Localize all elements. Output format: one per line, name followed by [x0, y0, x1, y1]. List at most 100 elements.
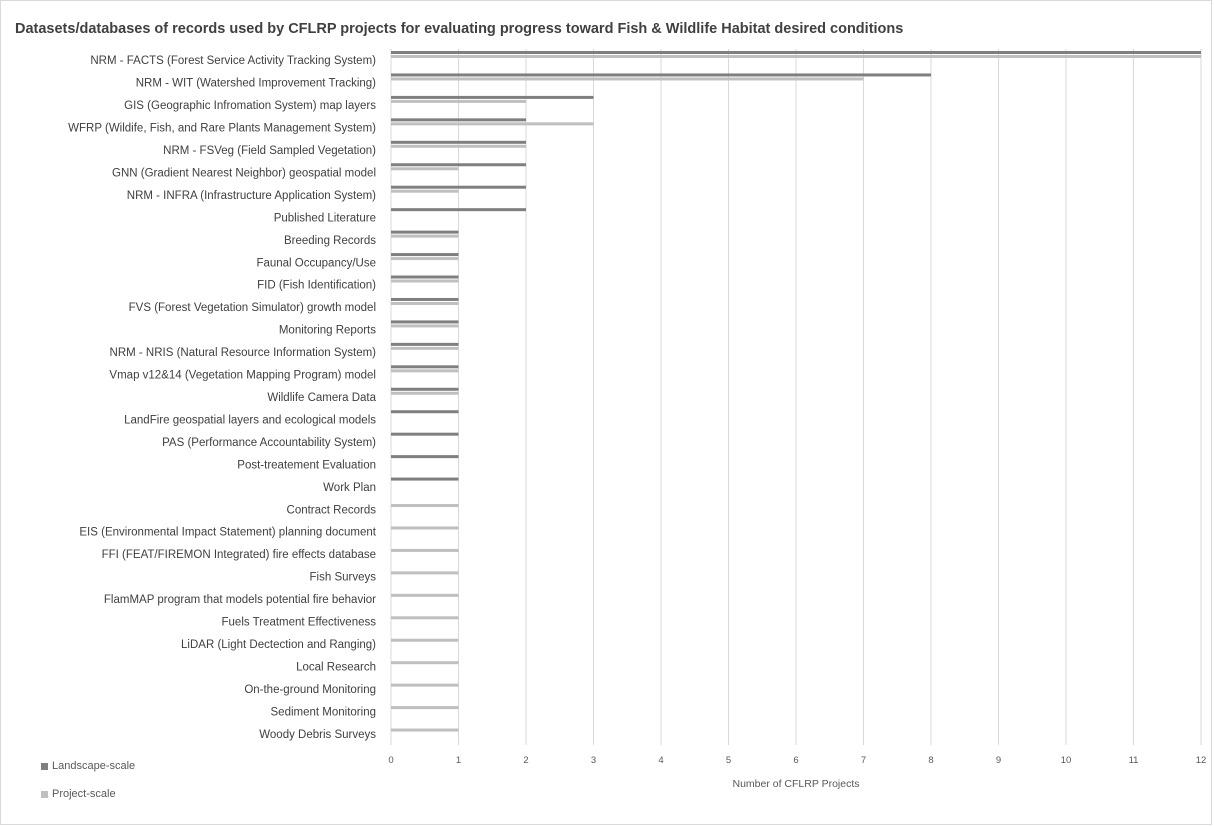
bar-landscape-scale	[391, 73, 931, 77]
bar-project-scale	[391, 234, 459, 238]
x-tick-labels: 0 1 2 3 4 5 6 7 8 9 10 11 12	[388, 755, 1206, 766]
chart-title: Datasets/databases of records used by CF…	[15, 21, 904, 37]
bar-landscape-scale	[391, 185, 526, 189]
x-tick-label: 5	[726, 755, 731, 766]
category-label: NRM - FACTS (Forest Service Activity Tra…	[90, 55, 376, 67]
bar-landscape-scale	[391, 253, 459, 257]
x-tick-label: 0	[388, 755, 393, 766]
bar-project-scale	[391, 189, 459, 193]
bar-project-scale	[391, 346, 459, 350]
x-tick-label: 8	[928, 755, 933, 766]
bar-landscape-scale	[391, 432, 459, 436]
bar-landscape-scale	[391, 387, 459, 391]
category-label: NRM - WIT (Watershed Improvement Trackin…	[136, 78, 376, 90]
bar-project-scale	[391, 122, 594, 126]
category-label: Faunal Occupancy/Use	[256, 257, 376, 269]
bar-landscape-scale	[391, 410, 459, 414]
bar-project-scale	[391, 167, 459, 171]
category-label: LiDAR (Light Dectection and Ranging)	[181, 639, 376, 651]
category-label: Published Literature	[274, 212, 376, 224]
bar-landscape-scale	[391, 230, 459, 234]
x-tick-label: 12	[1196, 755, 1207, 766]
category-label: Woody Debris Surveys	[259, 729, 376, 741]
category-label: Monitoring Reports	[279, 325, 376, 337]
legend-label-project: Project-scale	[52, 788, 116, 800]
bars	[391, 51, 1201, 732]
legend-item-project: Project-scale	[41, 787, 135, 801]
category-label: GIS (Geographic Infromation System) map …	[124, 100, 376, 112]
x-tick-label: 4	[658, 755, 663, 766]
bar-project-scale	[391, 571, 459, 575]
category-label: NRM - INFRA (Infrastructure Application …	[127, 190, 376, 202]
bar-project-scale	[391, 638, 459, 642]
category-label: Wildlife Camera Data	[267, 392, 376, 404]
bar-project-scale	[391, 55, 1201, 58]
category-label: Contract Records	[287, 504, 377, 516]
category-label: EIS (Environmental Impact Statement) pla…	[79, 527, 376, 539]
bar-project-scale	[391, 526, 459, 530]
bar-project-scale	[391, 683, 459, 687]
category-label: Sediment Monitoring	[271, 706, 376, 718]
bar-project-scale	[391, 616, 459, 620]
x-tick-label: 6	[793, 755, 798, 766]
category-label: FID (Fish Identification)	[257, 280, 376, 292]
x-tick-label: 1	[456, 755, 461, 766]
category-label: LandFire geospatial layers and ecologica…	[124, 414, 376, 426]
bar-landscape-scale	[391, 95, 594, 99]
bar-landscape-scale	[391, 365, 459, 369]
category-label: Post-treatement Evaluation	[237, 459, 376, 471]
legend-item-landscape: Landscape-scale	[41, 759, 135, 773]
category-label: WFRP (Wildife, Fish, and Rare Plants Man…	[68, 123, 376, 135]
category-label: PAS (Performance Accountability System)	[162, 437, 376, 449]
category-label: NRM - FSVeg (Field Sampled Vegetation)	[163, 145, 376, 157]
category-label: Fuels Treatment Effectiveness	[222, 617, 377, 629]
x-tick-label: 11	[1129, 755, 1139, 766]
category-label: Vmap v12&14 (Vegetation Mapping Program)…	[109, 370, 376, 382]
legend: Landscape-scale Project-scale	[41, 759, 135, 815]
bar-project-scale	[391, 391, 459, 395]
category-label: NRM - NRIS (Natural Resource Information…	[110, 347, 377, 359]
legend-swatch-project	[41, 790, 48, 798]
bar-landscape-scale	[391, 342, 459, 346]
bar-project-scale	[391, 99, 526, 103]
bar-landscape-scale	[391, 275, 459, 279]
bar-project-scale	[391, 144, 526, 148]
category-label: GNN (Gradient Nearest Neighbor) geospati…	[112, 167, 376, 179]
bar-landscape-scale	[391, 320, 459, 324]
category-label: Local Research	[296, 661, 376, 673]
bar-landscape-scale	[391, 51, 1201, 54]
bar-project-scale	[391, 548, 459, 552]
x-tick-label: 10	[1061, 755, 1072, 766]
bar-project-scale	[391, 301, 459, 305]
legend-swatch-landscape	[41, 762, 48, 770]
category-label: FlamMAP program that models potential fi…	[104, 594, 376, 606]
gridlines	[390, 49, 1202, 745]
bar-project-scale	[391, 324, 459, 328]
x-tick-label: 9	[996, 755, 1001, 766]
bar-landscape-scale	[391, 140, 526, 144]
x-tick-label: 2	[523, 755, 528, 766]
bar-landscape-scale	[391, 297, 459, 301]
category-label: Fish Surveys	[310, 572, 377, 584]
category-labels: NRM - FACTS (Forest Service Activity Tra…	[68, 55, 377, 741]
category-label: On-the-ground Monitoring	[244, 684, 376, 696]
bar-project-scale	[391, 279, 459, 283]
bar-project-scale	[391, 593, 459, 597]
category-label: FFI (FEAT/FIREMON Integrated) fire effec…	[102, 549, 376, 561]
x-tick-label: 3	[591, 755, 596, 766]
x-axis-label: Number of CFLRP Projects	[732, 778, 860, 790]
bar-project-scale	[391, 661, 459, 665]
legend-label-landscape: Landscape-scale	[52, 760, 136, 772]
category-label: Breeding Records	[284, 235, 376, 247]
bar-project-scale	[391, 257, 459, 261]
bar-landscape-scale	[391, 455, 459, 459]
x-tick-label: 7	[861, 755, 866, 766]
bar-project-scale	[391, 369, 459, 373]
bar-project-scale	[391, 706, 459, 710]
bar-project-scale	[391, 728, 459, 732]
bar-project-scale	[391, 77, 864, 81]
bar-landscape-scale	[391, 118, 526, 122]
bar-project-scale	[391, 504, 459, 508]
